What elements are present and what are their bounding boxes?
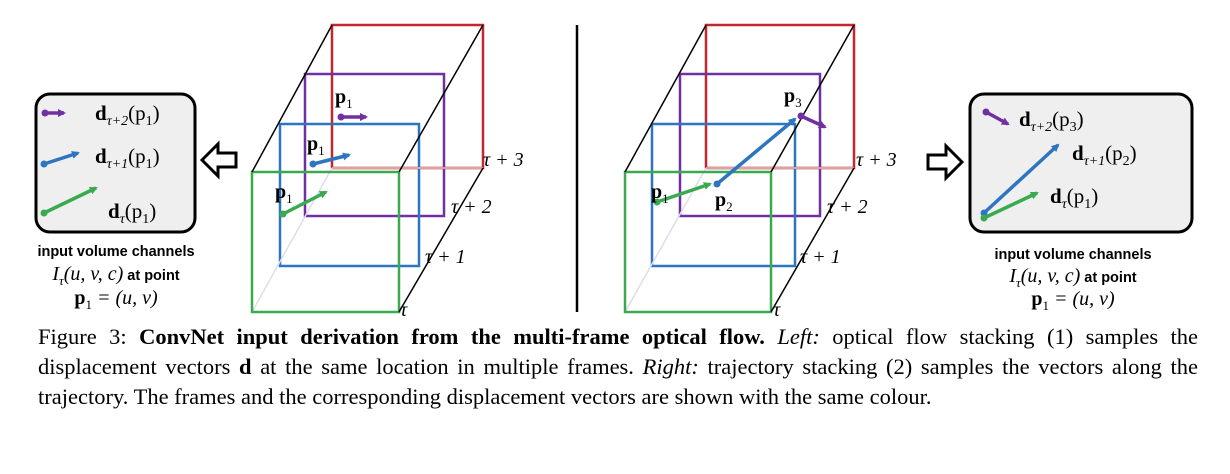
caption-text-2: at the same location in multiple frames. [251,354,643,379]
left-vector-green [279,190,328,218]
left-channel-label-0: dτ+2(p1) [95,101,160,129]
right-hollow-arrow [926,142,965,182]
right-channels-box: dτ+2(p3) dτ+1(p2) dτ(p1) [968,92,1194,234]
left-frame-label-tau: τ [400,299,408,320]
left-point-label-purple: p1 [335,86,353,111]
figure-3-diagram: dτ+2(p1) dτ+1(p1) dτ(p1) input volume ch… [34,23,1194,320]
right-frame-label-tau: τ [773,299,781,320]
right-frame-label-tau3: τ + 3 [856,149,897,171]
caption-text-3: trajectory stacking (2) samples the vect… [38,354,1198,409]
right-channel-arrow-green [980,191,1039,222]
right-desc-line2: Iτ(u, v, c) at point [1008,265,1136,290]
left-channel-arrow-blue [40,151,80,168]
left-vector-blue [309,152,351,168]
right-channel-label-1: dτ+1(p2) [1072,141,1137,169]
right-frame-label-tau1: τ + 1 [800,246,841,268]
left-point-label-green: p1 [275,181,293,206]
right-channel-label-2: dτ(p1) [1050,184,1098,212]
left-desc-line3: p1 = (u, v) [74,287,158,312]
left-frame-label-tau2: τ + 2 [451,196,492,218]
right-vector-purple [797,112,827,129]
caption-left-label: Left: [777,324,820,349]
left-channel-arrow-purple [41,109,66,117]
right-channel-arrow-blue [980,143,1060,217]
left-channel-label-1: dτ+1(p1) [95,144,160,172]
right-vector-blue [713,117,797,188]
right-channel-label-0: dτ+2(p3) [1019,107,1084,135]
left-frame-label-tau3: τ + 3 [483,149,524,171]
caption-title: ConvNet input derivation from the multi-… [139,324,765,349]
left-frame-stack [250,23,485,314]
left-desc-line2: Iτ(u, v, c) at point [51,263,179,288]
figure-caption: Figure 3: ConvNet input derivation from … [38,322,1198,412]
left-channel-arrow-green [40,186,98,217]
left-hollow-arrow [199,140,238,180]
caption-prefix: Figure 3: [38,324,140,349]
right-frame-stack [623,23,856,314]
right-point-label-p3: p3 [784,85,802,110]
caption-right-label: Right: [642,354,699,379]
right-channel-arrow-purple [982,108,1010,126]
left-channel-label-2: dτ(p1) [108,199,156,227]
left-vector-purple [337,113,368,121]
left-desc-line1: input volume channels [37,244,194,260]
right-frame-label-tau2: τ + 2 [827,196,868,218]
caption-text-1: optical flow stacking (1) samples the di… [38,324,1199,379]
caption-d-symbol: d [239,354,252,379]
left-frame-label-tau1: τ + 1 [425,246,466,268]
right-desc-line1: input volume channels [994,247,1151,263]
right-point-label-p2: p2 [715,189,733,214]
left-channels-box: dτ+2(p1) dτ+1(p1) dτ(p1) [34,92,197,234]
right-desc-line3: p1 = (u, v) [1031,288,1115,313]
right-point-label-p1: p1 [651,181,669,206]
right-vector-green [653,182,712,206]
left-point-label-blue: p1 [307,133,325,158]
